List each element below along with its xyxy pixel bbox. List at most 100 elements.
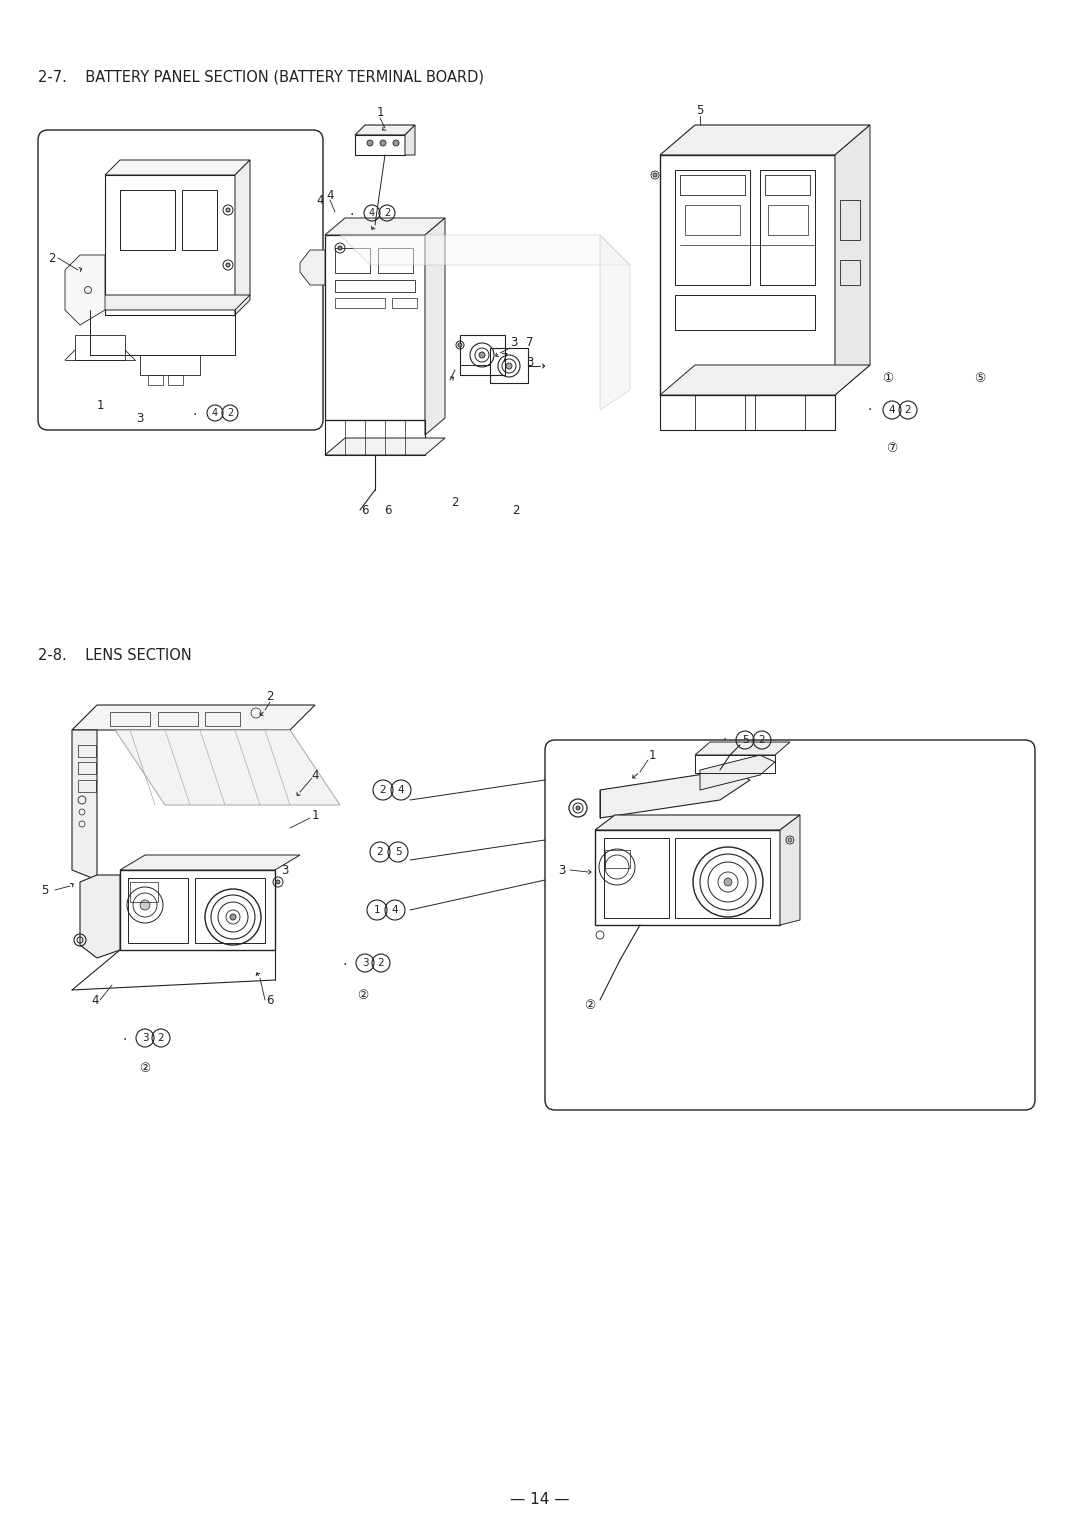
Bar xyxy=(840,260,860,286)
Polygon shape xyxy=(65,255,105,325)
Bar xyxy=(325,420,426,455)
Bar xyxy=(183,189,217,251)
Text: 5: 5 xyxy=(697,104,704,116)
Text: 2-7.    BATTERY PANEL SECTION (BATTERY TERMINAL BOARD): 2-7. BATTERY PANEL SECTION (BATTERY TERM… xyxy=(38,69,484,84)
Polygon shape xyxy=(780,814,800,924)
Text: 6: 6 xyxy=(267,993,273,1007)
Polygon shape xyxy=(700,755,775,790)
Polygon shape xyxy=(835,125,870,396)
Circle shape xyxy=(338,246,342,251)
Bar xyxy=(605,850,630,868)
Circle shape xyxy=(140,900,150,911)
Bar xyxy=(75,335,125,361)
Text: ·: · xyxy=(868,403,873,417)
Bar xyxy=(78,779,96,792)
Bar xyxy=(696,755,775,773)
Text: 3: 3 xyxy=(510,336,517,348)
Polygon shape xyxy=(600,770,750,817)
Text: ①: ① xyxy=(882,371,893,385)
Circle shape xyxy=(393,141,399,147)
Text: — 14 —: — 14 — xyxy=(510,1493,570,1508)
Text: ⑦: ⑦ xyxy=(887,442,897,454)
Bar xyxy=(460,335,505,374)
Bar xyxy=(755,396,805,429)
Bar xyxy=(696,396,745,429)
Text: 7: 7 xyxy=(501,351,509,365)
Polygon shape xyxy=(120,856,300,869)
Bar xyxy=(130,882,158,902)
Polygon shape xyxy=(660,365,870,396)
Text: 2: 2 xyxy=(380,785,387,795)
Bar xyxy=(595,830,780,924)
Polygon shape xyxy=(300,251,325,286)
Polygon shape xyxy=(72,704,315,730)
Text: 3: 3 xyxy=(526,356,534,368)
Bar xyxy=(760,170,815,286)
Text: 1: 1 xyxy=(96,399,104,411)
Polygon shape xyxy=(355,125,415,134)
Text: 2: 2 xyxy=(383,208,390,219)
Text: ·: · xyxy=(350,208,354,222)
Circle shape xyxy=(480,351,485,358)
Text: 3: 3 xyxy=(141,1033,148,1044)
Text: 2: 2 xyxy=(227,408,233,419)
Bar xyxy=(335,298,384,309)
Text: 3: 3 xyxy=(136,411,144,425)
Text: ·: · xyxy=(342,958,347,972)
Polygon shape xyxy=(340,235,630,264)
Bar xyxy=(129,879,188,943)
Bar xyxy=(685,205,740,235)
Text: 6: 6 xyxy=(361,504,368,516)
Polygon shape xyxy=(595,814,800,830)
Bar xyxy=(355,134,405,154)
Text: 2: 2 xyxy=(758,735,766,746)
Text: 2: 2 xyxy=(378,958,384,969)
Polygon shape xyxy=(235,160,249,315)
Polygon shape xyxy=(426,219,445,435)
Text: ②: ② xyxy=(584,998,596,1012)
Text: ⑤: ⑤ xyxy=(974,371,986,385)
Text: 4: 4 xyxy=(326,188,334,202)
Bar xyxy=(675,170,750,286)
Bar xyxy=(335,248,370,274)
Polygon shape xyxy=(90,295,249,310)
Polygon shape xyxy=(325,219,445,235)
Text: 3: 3 xyxy=(362,958,368,969)
Text: 4: 4 xyxy=(889,405,895,416)
Text: ②: ② xyxy=(139,1062,150,1074)
Bar xyxy=(140,354,200,374)
Bar xyxy=(490,348,528,384)
Bar xyxy=(120,869,275,950)
Bar xyxy=(110,712,150,726)
Text: 4: 4 xyxy=(369,208,375,219)
Text: 2: 2 xyxy=(377,847,383,857)
Text: 1: 1 xyxy=(311,808,319,822)
Polygon shape xyxy=(660,125,870,154)
Circle shape xyxy=(576,805,580,810)
Bar xyxy=(335,280,415,292)
Text: 1: 1 xyxy=(374,905,380,915)
Text: 2: 2 xyxy=(48,252,55,264)
Text: 2: 2 xyxy=(267,689,273,703)
Text: ②: ② xyxy=(357,989,368,1001)
Polygon shape xyxy=(80,876,120,958)
Bar xyxy=(604,837,669,918)
Text: 1: 1 xyxy=(648,749,656,761)
Circle shape xyxy=(380,141,386,147)
Circle shape xyxy=(507,364,512,368)
Text: 3: 3 xyxy=(558,863,566,877)
Circle shape xyxy=(226,263,230,267)
FancyBboxPatch shape xyxy=(545,740,1035,1109)
Bar xyxy=(660,154,835,396)
Bar xyxy=(105,176,235,315)
Text: ·: · xyxy=(123,1033,127,1047)
Polygon shape xyxy=(114,730,340,805)
Circle shape xyxy=(458,342,462,347)
Text: 2: 2 xyxy=(451,495,459,509)
Text: 4: 4 xyxy=(316,194,324,206)
Text: 1: 1 xyxy=(376,105,383,119)
Text: 4: 4 xyxy=(392,905,399,915)
Polygon shape xyxy=(325,439,445,455)
Text: 6: 6 xyxy=(384,504,392,516)
Polygon shape xyxy=(405,125,415,154)
